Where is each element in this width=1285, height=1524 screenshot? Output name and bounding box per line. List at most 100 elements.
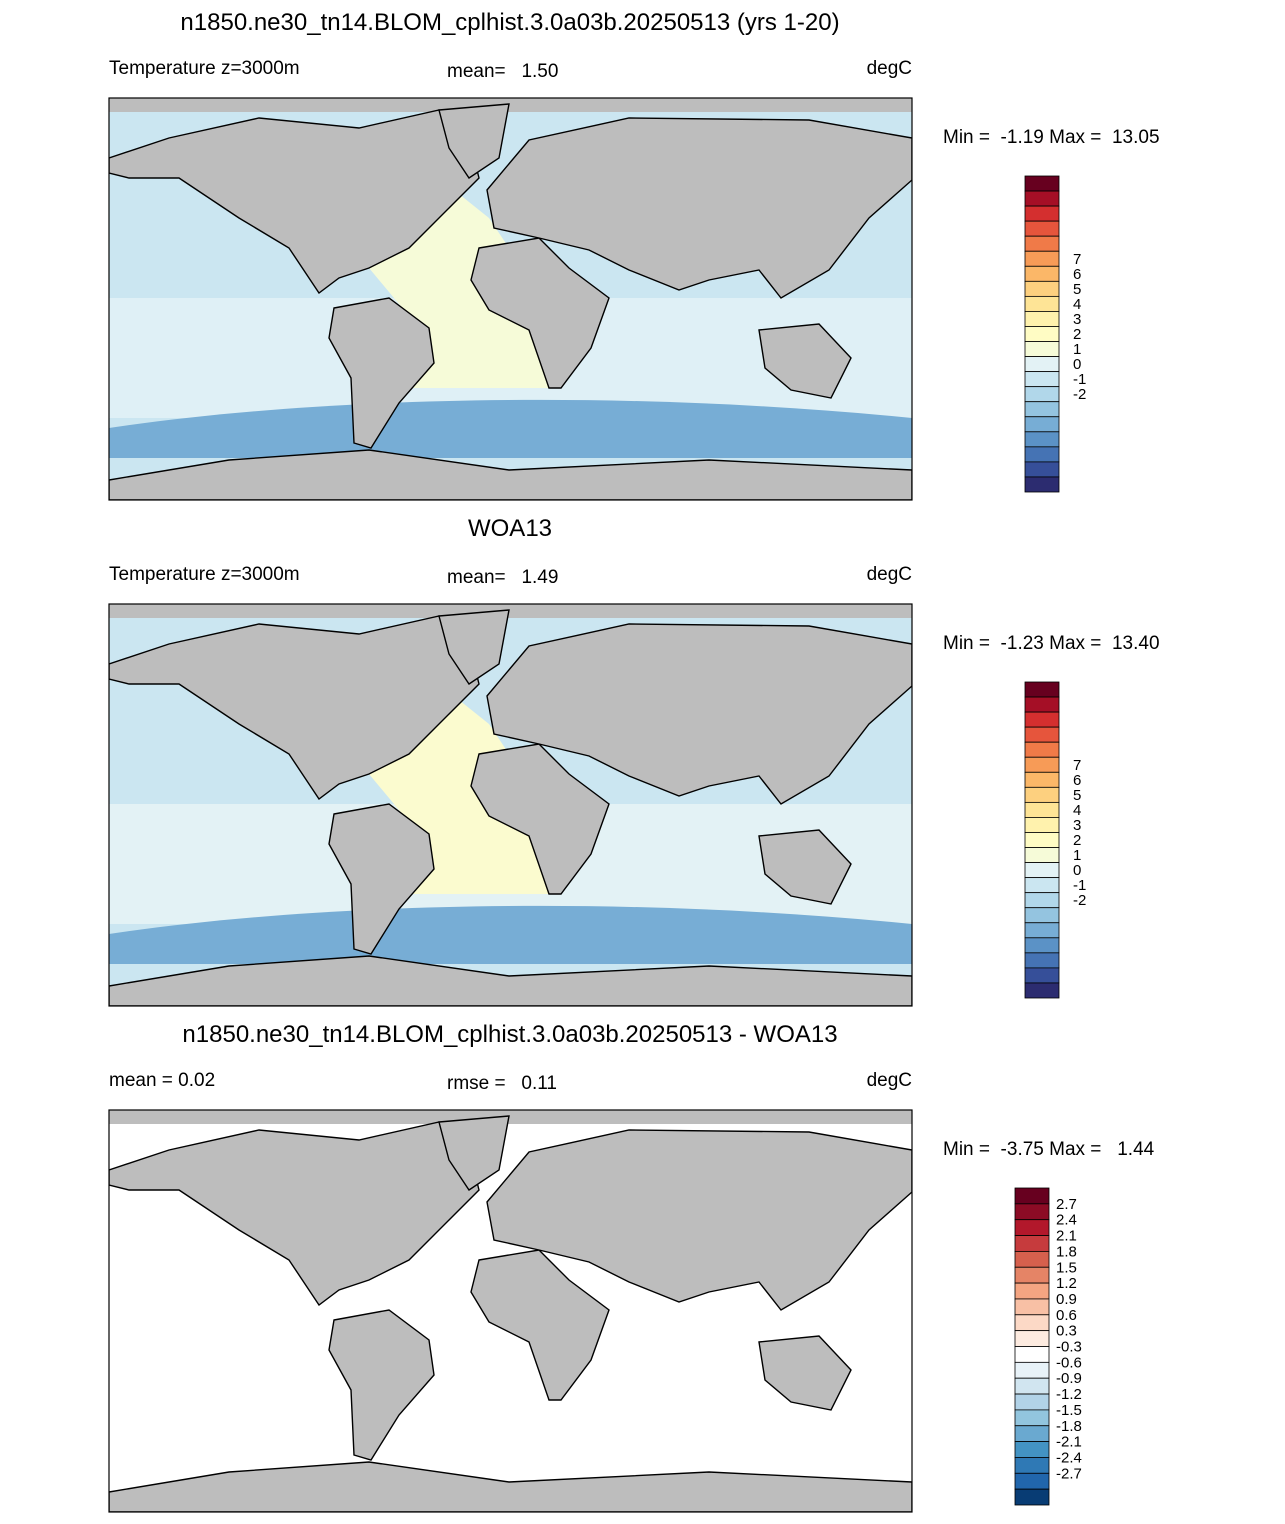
colorbar-box [1014,1377,1050,1395]
min-max: Min = -1.23 Max = 13.40 [943,633,1160,654]
colorbar-box [1014,1409,1050,1427]
units-label: degC [867,564,912,585]
colorbar-box [1024,220,1060,237]
colorbar-label: 2.4 [1056,1212,1077,1229]
colorbar-box [1024,801,1060,818]
colorbar-label: 6 [1073,266,1081,283]
center-label: mean= 1.49 [447,567,558,588]
map [109,1110,912,1512]
colorbar-label: 1 [1073,847,1081,864]
colorbar-box [1024,862,1060,879]
map [109,98,912,500]
colorbar-label: -1 [1073,877,1086,894]
panel-title: n1850.ne30_tn14.BLOM_cplhist.3.0a03b.202… [180,9,839,36]
map-frame [108,1109,913,1513]
colorbar-box [1024,295,1060,312]
colorbar-box [1024,190,1060,207]
colorbar-box [1024,967,1060,984]
panel-title: n1850.ne30_tn14.BLOM_cplhist.3.0a03b.202… [182,1021,837,1048]
colorbar-label: 2 [1073,326,1081,343]
colorbar-label: -2.1 [1056,1434,1082,1451]
colorbar-label: 2.7 [1056,1196,1077,1213]
colorbar-box [1014,1488,1050,1506]
colorbar-label: -2.7 [1056,1465,1082,1482]
colorbar-box [1024,205,1060,222]
colorbar-box [1024,175,1060,192]
units-label: degC [867,1070,912,1091]
colorbar-box [1014,1441,1050,1458]
colorbar-label: 1.8 [1056,1243,1077,1260]
colorbar-box [1014,1361,1050,1379]
colorbar-box [1024,832,1060,848]
colorbar-box [1024,847,1060,863]
colorbar-box [1024,907,1060,924]
colorbar-box [1024,892,1060,909]
colorbar-box [1014,1219,1050,1236]
colorbar-label: 3 [1073,817,1081,834]
colorbar-box [1024,476,1060,493]
colorbar-box [1024,401,1060,418]
colorbar-box [1014,1203,1050,1221]
colorbar-label: 0 [1073,356,1081,373]
colorbar-box [1024,356,1060,373]
colorbar-label: 3 [1073,311,1081,328]
map-frame [108,97,913,501]
colorbar-box [1014,1282,1050,1300]
colorbar-box [1024,786,1060,803]
left-label: Temperature z=3000m [109,564,300,585]
colorbar-label: -1.2 [1056,1386,1082,1403]
left-label: mean = 0.02 [109,1070,215,1091]
min-max: Min = -3.75 Max = 1.44 [943,1139,1155,1160]
colorbar-label: 2 [1073,832,1081,849]
colorbar-label: 2.1 [1056,1228,1077,1245]
colorbar-box [1024,280,1060,297]
colorbar-label: 1 [1073,341,1081,358]
colorbar-box [1024,416,1060,433]
colorbar-box [1024,341,1060,357]
colorbar-box [1014,1251,1050,1268]
center-label: mean= 1.50 [447,61,558,82]
colorbar-box [1024,265,1060,282]
colorbar-label: 1.2 [1056,1275,1077,1292]
colorbar-box [1014,1330,1050,1347]
colorbar-box [1024,431,1060,448]
colorbar-label: -0.6 [1056,1354,1082,1371]
colorbar-label: -0.3 [1056,1339,1082,1356]
colorbar-label: -0.9 [1056,1370,1082,1387]
colorbar-label: 7 [1073,251,1081,268]
colorbar-label: 4 [1073,296,1081,313]
colorbar-label: 6 [1073,772,1081,789]
colorbar-box [1024,696,1060,713]
colorbar-label: -2 [1073,892,1086,909]
colorbar-label: 0.3 [1056,1323,1077,1340]
colorbar-box [1024,771,1060,788]
colorbar-box [1024,711,1060,728]
colorbar-box [1024,681,1060,698]
colorbar-box [1024,386,1060,403]
units-label: degC [867,58,912,79]
colorbar-label: 0.6 [1056,1307,1077,1324]
colorbar-box [1014,1472,1050,1490]
colorbar-box [1024,250,1060,267]
colorbar-label: 0 [1073,862,1081,879]
colorbar-box [1014,1235,1050,1252]
colorbar-box [1014,1298,1050,1316]
colorbar-label: 1.5 [1056,1259,1077,1276]
colorbar-box [1024,726,1060,743]
min-max: Min = -1.19 Max = 13.05 [943,127,1160,148]
colorbar-box [1024,877,1060,894]
colorbar-label: -2.4 [1056,1449,1082,1466]
colorbar-box [1024,982,1060,999]
colorbar-label: 7 [1073,757,1081,774]
center-label: rmse = 0.11 [447,1073,557,1094]
colorbar-label: -1.5 [1056,1402,1082,1419]
colorbar-box [1024,741,1060,758]
colorbar-box [1014,1457,1050,1474]
left-label: Temperature z=3000m [109,58,300,79]
panel-title: WOA13 [468,515,552,542]
colorbar-box [1024,756,1060,773]
colorbar-box [1014,1187,1050,1205]
colorbar-box [1014,1314,1050,1332]
colorbar-label: -1.8 [1056,1418,1082,1435]
